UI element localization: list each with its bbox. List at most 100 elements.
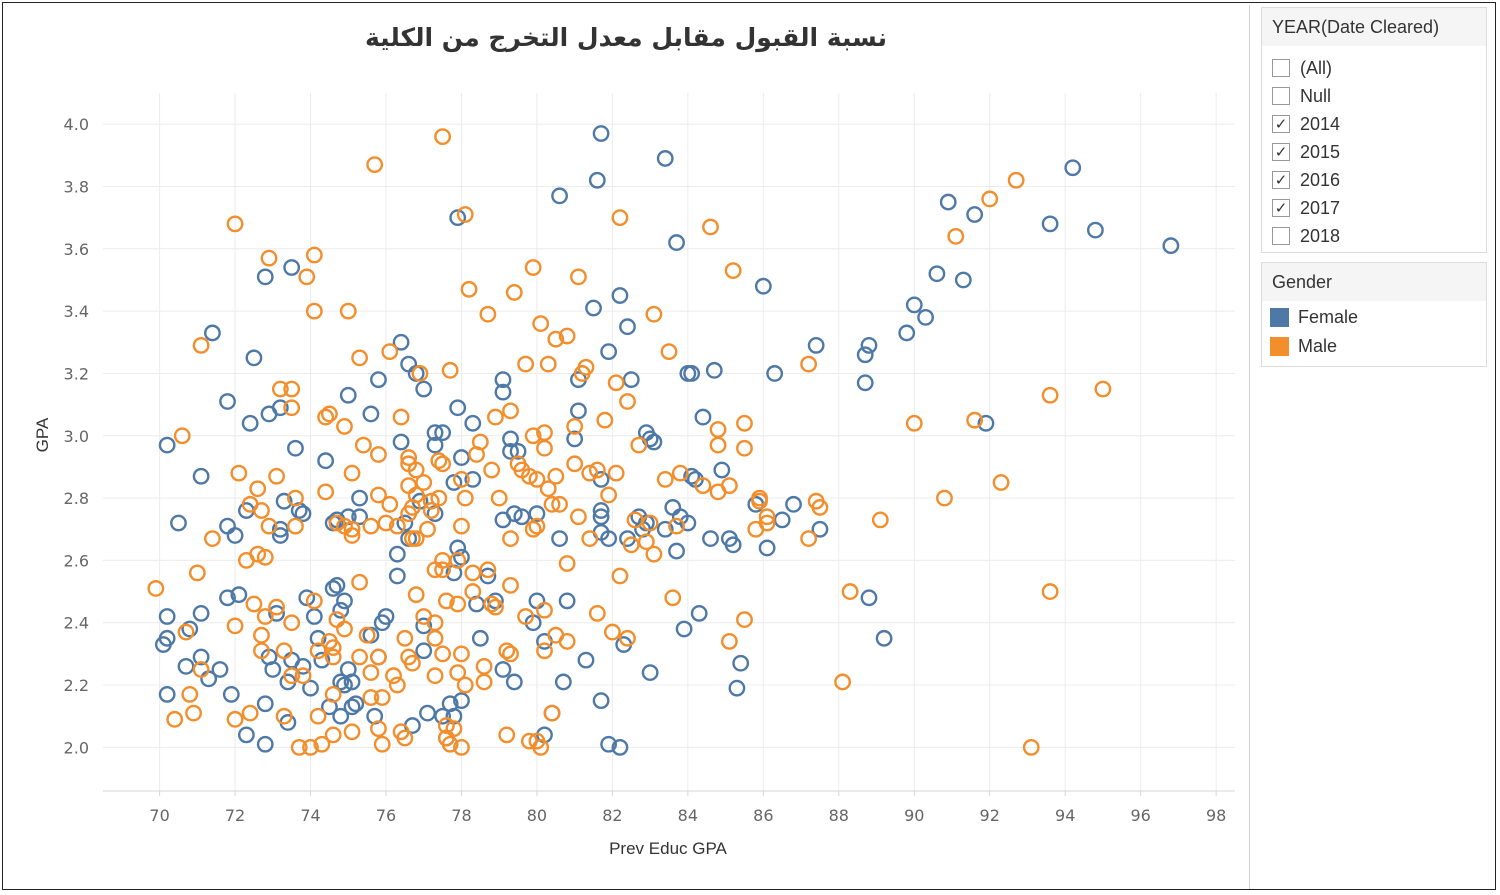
data-point-female[interactable]: [713, 461, 731, 479]
data-point-male[interactable]: [751, 492, 768, 510]
data-point-female[interactable]: [1064, 159, 1082, 177]
data-point-male[interactable]: [419, 520, 436, 538]
data-point-male[interactable]: [637, 533, 655, 551]
data-point-male[interactable]: [287, 517, 304, 535]
data-point-male[interactable]: [596, 411, 614, 429]
data-point-female[interactable]: [494, 661, 512, 678]
data-point-male[interactable]: [736, 611, 753, 629]
legend-item-male[interactable]: Male: [1262, 332, 1486, 361]
data-point-male[interactable]: [188, 564, 206, 582]
data-point-female[interactable]: [305, 608, 323, 625]
data-point-male[interactable]: [588, 604, 606, 622]
data-point-male[interactable]: [736, 439, 753, 457]
data-point-male[interactable]: [460, 280, 478, 298]
data-point-female[interactable]: [592, 508, 610, 526]
data-point-female[interactable]: [558, 592, 576, 610]
data-point-male[interactable]: [404, 654, 421, 672]
data-point-male[interactable]: [260, 249, 278, 267]
scatter-plot[interactable]: 70 72 74 76 78 80 82 84 86 88 90 92 94 96 98 2.0 2.2 2.4 2…: [3, 3, 1249, 889]
data-point-male[interactable]: [411, 365, 429, 382]
data-point-male[interactable]: [313, 735, 331, 753]
data-point-male[interactable]: [453, 470, 470, 488]
data-point-female[interactable]: [860, 589, 878, 607]
data-point-female[interactable]: [343, 673, 361, 691]
data-point-male[interactable]: [475, 673, 493, 691]
data-point-male[interactable]: [324, 648, 342, 666]
data-point-female[interactable]: [192, 604, 210, 622]
data-point-female[interactable]: [724, 536, 742, 554]
data-point-female[interactable]: [392, 433, 410, 451]
checkbox-checked-icon[interactable]: ✓: [1272, 143, 1290, 161]
data-point-male[interactable]: [502, 402, 519, 420]
data-point-male[interactable]: [305, 592, 323, 610]
data-point-male[interactable]: [498, 642, 516, 660]
data-point-female[interactable]: [449, 209, 467, 227]
data-point-male[interactable]: [173, 427, 191, 445]
data-point-female[interactable]: [588, 171, 606, 189]
data-point-female[interactable]: [471, 629, 489, 647]
data-point-male[interactable]: [464, 583, 482, 600]
data-point-male[interactable]: [487, 408, 504, 426]
data-point-female[interactable]: [509, 442, 527, 460]
data-point-male[interactable]: [570, 268, 587, 286]
data-point-female[interactable]: [619, 318, 636, 336]
data-point-male[interactable]: [475, 657, 493, 675]
data-point-female[interactable]: [1086, 221, 1104, 239]
data-point-male[interactable]: [479, 305, 497, 323]
data-point-male[interactable]: [271, 380, 289, 398]
data-point-male[interactable]: [1022, 738, 1040, 756]
data-point-male[interactable]: [309, 642, 327, 660]
data-point-female[interactable]: [585, 299, 602, 317]
data-point-female[interactable]: [766, 365, 784, 382]
data-point-female[interactable]: [566, 430, 584, 448]
data-point-female[interactable]: [339, 386, 357, 404]
data-point-male[interactable]: [536, 642, 553, 660]
data-point-female[interactable]: [445, 474, 463, 491]
data-point-female[interactable]: [966, 206, 984, 223]
data-point-female[interactable]: [245, 349, 263, 367]
data-point-female[interactable]: [237, 726, 255, 744]
data-point-female[interactable]: [158, 608, 176, 625]
data-point-male[interactable]: [434, 128, 451, 146]
data-point-male[interactable]: [702, 218, 719, 236]
data-point-female[interactable]: [426, 436, 444, 454]
data-point-male[interactable]: [324, 686, 342, 703]
data-point-female[interactable]: [551, 530, 568, 547]
data-point-male[interactable]: [581, 530, 599, 547]
data-point-female[interactable]: [694, 408, 712, 426]
data-point-male[interactable]: [407, 530, 425, 547]
data-point-female[interactable]: [785, 495, 802, 513]
data-point-male[interactable]: [600, 486, 618, 504]
data-point-male[interactable]: [400, 477, 418, 495]
data-point-male[interactable]: [626, 511, 644, 529]
data-point-male[interactable]: [449, 552, 467, 569]
data-point-female[interactable]: [875, 629, 893, 647]
data-point-female[interactable]: [860, 337, 878, 354]
data-point-male[interactable]: [392, 408, 410, 426]
data-point-male[interactable]: [811, 499, 829, 516]
data-point-male[interactable]: [290, 738, 308, 756]
checkbox-checked-icon[interactable]: ✓: [1272, 199, 1290, 217]
data-point-female[interactable]: [192, 467, 210, 485]
data-point-female[interactable]: [324, 580, 342, 597]
data-point-female[interactable]: [230, 586, 248, 604]
data-point-female[interactable]: [449, 399, 467, 417]
data-point-male[interactable]: [520, 467, 538, 485]
data-point-female[interactable]: [464, 470, 482, 488]
data-point-male[interactable]: [619, 393, 636, 410]
data-point-male[interactable]: [505, 284, 523, 301]
data-point-male[interactable]: [328, 514, 346, 532]
data-point-female[interactable]: [271, 399, 289, 417]
data-point-female[interactable]: [702, 530, 719, 547]
data-point-male[interactable]: [253, 626, 270, 644]
data-point-male[interactable]: [456, 206, 474, 223]
data-point-male[interactable]: [241, 704, 259, 722]
data-point-female[interactable]: [453, 449, 470, 466]
data-point-male[interactable]: [966, 411, 984, 429]
data-point-female[interactable]: [679, 514, 697, 532]
data-point-male[interactable]: [373, 735, 391, 753]
data-point-male[interactable]: [426, 667, 444, 685]
data-point-female[interactable]: [656, 150, 674, 167]
data-point-male[interactable]: [177, 623, 195, 641]
data-point-female[interactable]: [487, 592, 504, 610]
